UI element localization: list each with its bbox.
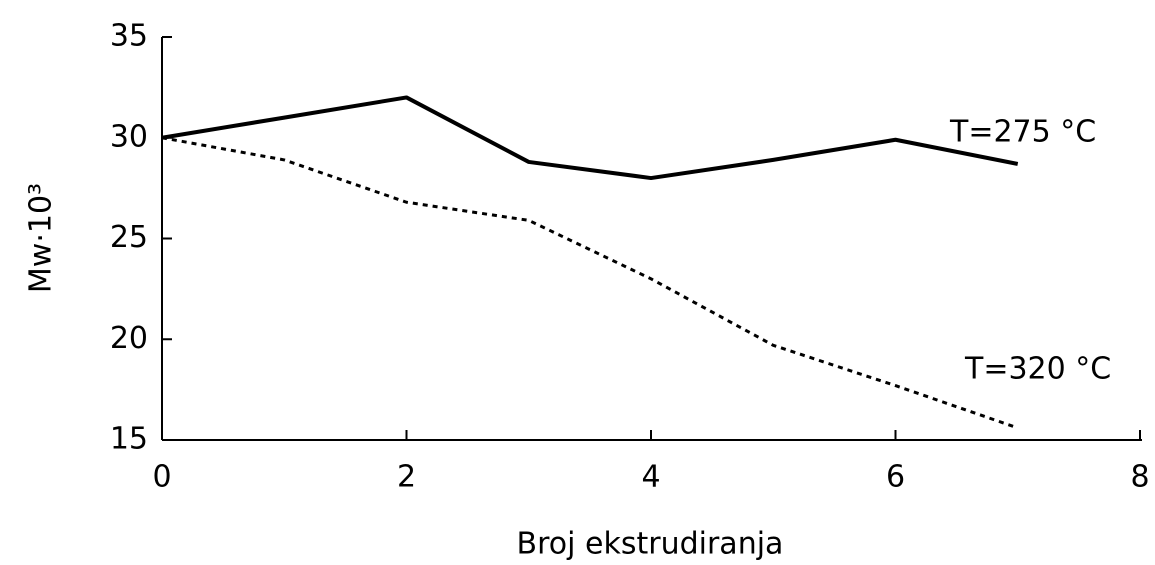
x-tick-label: 8 [1130,460,1149,495]
series-label: T=320 °C [964,352,1111,387]
y-tick-label: 25 [110,220,148,255]
y-axis-label: Mw·10³ [24,183,59,293]
y-tick-label: 35 [110,19,148,54]
series-label: T=275 °C [949,115,1096,150]
series-line [161,95,1019,181]
x-tick-label: 2 [397,460,416,495]
series-line [161,136,1019,430]
x-tick-label: 0 [152,460,171,495]
y-tick-label: 15 [110,422,148,457]
x-axis-label: Broj ekstrudiranja [517,527,784,562]
y-tick-label: 30 [110,119,148,154]
x-tick-label: 4 [641,460,660,495]
x-tick-label: 6 [886,460,905,495]
y-tick-label: 20 [110,321,148,356]
